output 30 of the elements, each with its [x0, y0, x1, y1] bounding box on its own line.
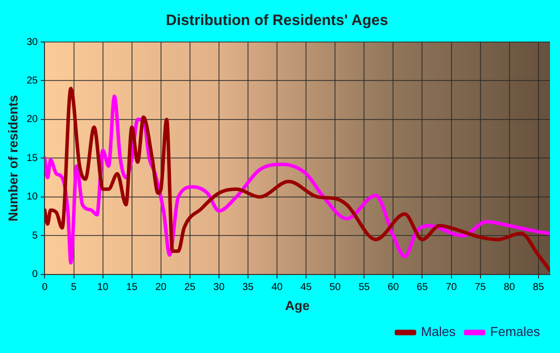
- legend-label: Males: [420, 324, 456, 340]
- y-axis-title: Number of residents: [5, 94, 20, 222]
- x-tick-label: 40: [271, 282, 284, 294]
- x-tick-label: 80: [504, 282, 516, 294]
- x-tick-label: 10: [97, 282, 109, 294]
- x-tick-label: 0: [42, 282, 48, 294]
- legend-label: Females: [490, 324, 540, 340]
- x-tick-label: 60: [388, 282, 400, 294]
- y-tick-label: 20: [26, 114, 38, 126]
- y-tick-label: 0: [32, 269, 38, 280]
- x-tick-label: 85: [532, 282, 544, 294]
- x-tick-label: 15: [126, 282, 138, 294]
- x-axis-title: Age: [285, 298, 310, 313]
- x-tick-label: 30: [213, 282, 225, 294]
- x-tick-label: 25: [184, 282, 196, 294]
- y-tick-label: 15: [26, 152, 38, 164]
- x-tick-label: 50: [330, 282, 342, 294]
- x-tick-label: 35: [242, 282, 254, 294]
- x-tick-label: 55: [358, 282, 370, 294]
- x-tick-label: 75: [474, 282, 486, 294]
- chart-title: Distribution of Residents' Ages: [166, 12, 388, 30]
- y-tick-label: 30: [26, 36, 38, 48]
- y-tick-label: 10: [26, 192, 38, 203]
- y-tick-label: 5: [32, 230, 38, 242]
- y-tick-label: 25: [26, 75, 38, 86]
- x-tick-label: 70: [446, 282, 458, 294]
- x-tick-label: 20: [155, 282, 167, 294]
- x-tick-label: 65: [416, 282, 428, 294]
- x-tick-label: 45: [300, 282, 312, 294]
- x-tick-label: 5: [70, 282, 77, 294]
